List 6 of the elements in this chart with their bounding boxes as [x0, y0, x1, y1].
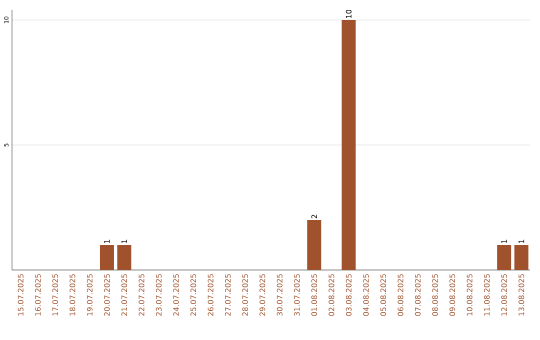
bar [497, 245, 512, 270]
bar [100, 245, 114, 270]
bar [307, 220, 322, 270]
bar [117, 245, 132, 270]
bar [342, 20, 356, 270]
bar [514, 245, 528, 270]
